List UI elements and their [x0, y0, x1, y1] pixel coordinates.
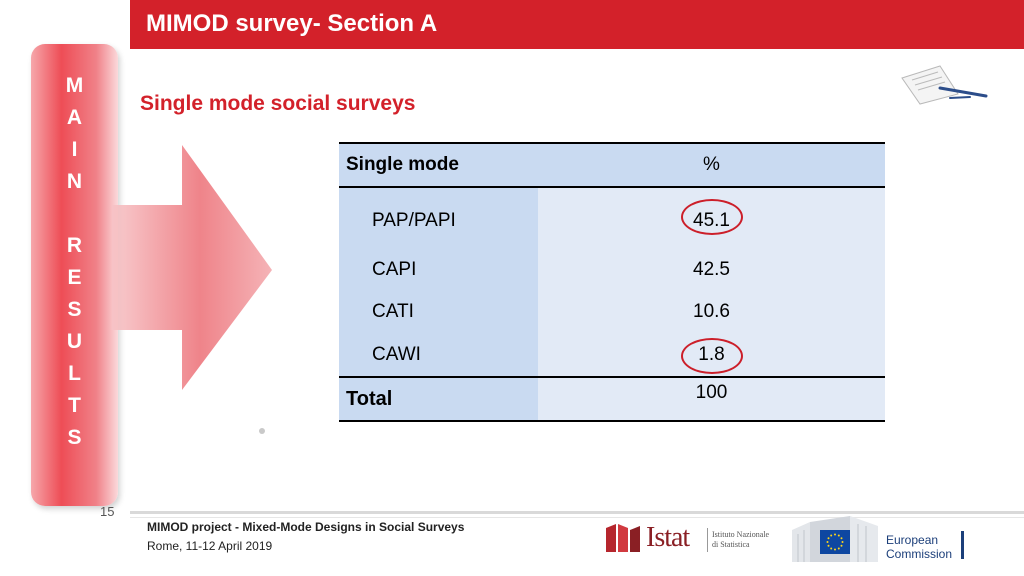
- istat-divider: [707, 528, 708, 552]
- footer-place-date: Rome, 11-12 April 2019: [147, 539, 273, 553]
- side-letter: I: [71, 138, 78, 161]
- page-number: 15: [100, 504, 115, 519]
- slide-title: MIMOD survey- Section A: [146, 10, 438, 37]
- mode-percent: 42.5: [538, 249, 885, 291]
- side-letter: E: [67, 266, 82, 289]
- mode-label: PAP/PAPI: [339, 187, 538, 249]
- highlight-circle-cawi: [681, 338, 743, 374]
- main-results-tab: M A I N R E S U L T S: [31, 44, 118, 506]
- total-label: Total: [339, 376, 538, 422]
- highlight-circle-papi: [681, 199, 743, 235]
- side-letter: S: [67, 298, 82, 321]
- table-row: PAP/PAPI 45.1: [339, 187, 885, 249]
- side-letter: S: [67, 426, 82, 449]
- single-mode-table: Single mode % PAP/PAPI 45.1 CAPI 42.5 CA…: [339, 142, 885, 422]
- mode-label: CAPI: [339, 249, 538, 291]
- european-commission-logo: European Commission: [788, 516, 968, 562]
- istat-subtitle-line: di Statistica: [712, 540, 750, 549]
- side-letter: M: [65, 74, 84, 97]
- mode-percent: 10.6: [538, 291, 885, 333]
- ec-wordmark-line: European: [886, 533, 939, 547]
- main-results-label: M A I N R E S U L T S: [31, 70, 118, 454]
- side-letter: U: [66, 330, 83, 353]
- side-letter: T: [68, 394, 81, 417]
- ec-accent-bar: [961, 531, 964, 559]
- footer-project-name: MIMOD project - Mixed-Mode Designs in So…: [147, 520, 465, 534]
- table-row: CAWI 1.8: [339, 333, 885, 377]
- istat-mark-icon: [606, 524, 640, 552]
- column-header-mode: Single mode: [339, 142, 538, 188]
- section-heading: Single mode social surveys: [140, 92, 416, 115]
- footer-divider: [130, 517, 1024, 518]
- side-letter: N: [66, 170, 83, 193]
- survey-form-pen-icon: [901, 65, 988, 105]
- table-row: CATI 10.6: [339, 291, 885, 333]
- side-letter: R: [66, 234, 83, 257]
- mode-label: CATI: [339, 291, 538, 333]
- table-total-row: Total 100: [339, 376, 885, 422]
- right-arrow-icon: [112, 145, 272, 390]
- istat-subtitle-line: Istituto Nazionale: [712, 530, 770, 539]
- mode-label: CAWI: [339, 333, 538, 377]
- side-letter: [31, 198, 118, 230]
- eu-flag-icon: [820, 530, 850, 554]
- header-bar: MIMOD survey- Section A: [130, 0, 1024, 49]
- eu-stars-icon: [826, 533, 844, 551]
- decorative-dot: [259, 428, 265, 434]
- footer-divider: [130, 511, 1024, 514]
- column-header-percent: %: [538, 142, 885, 188]
- side-letter: A: [66, 106, 83, 129]
- side-letter: L: [68, 362, 81, 385]
- ec-wordmark-line: Commission: [886, 547, 953, 561]
- table-row: CAPI 42.5: [339, 249, 885, 291]
- ec-wordmark: European Commission: [886, 533, 952, 561]
- istat-subtitle: Istituto Nazionale di Statistica: [712, 530, 772, 550]
- istat-wordmark: Istat: [646, 522, 690, 553]
- total-value: 100: [538, 376, 885, 422]
